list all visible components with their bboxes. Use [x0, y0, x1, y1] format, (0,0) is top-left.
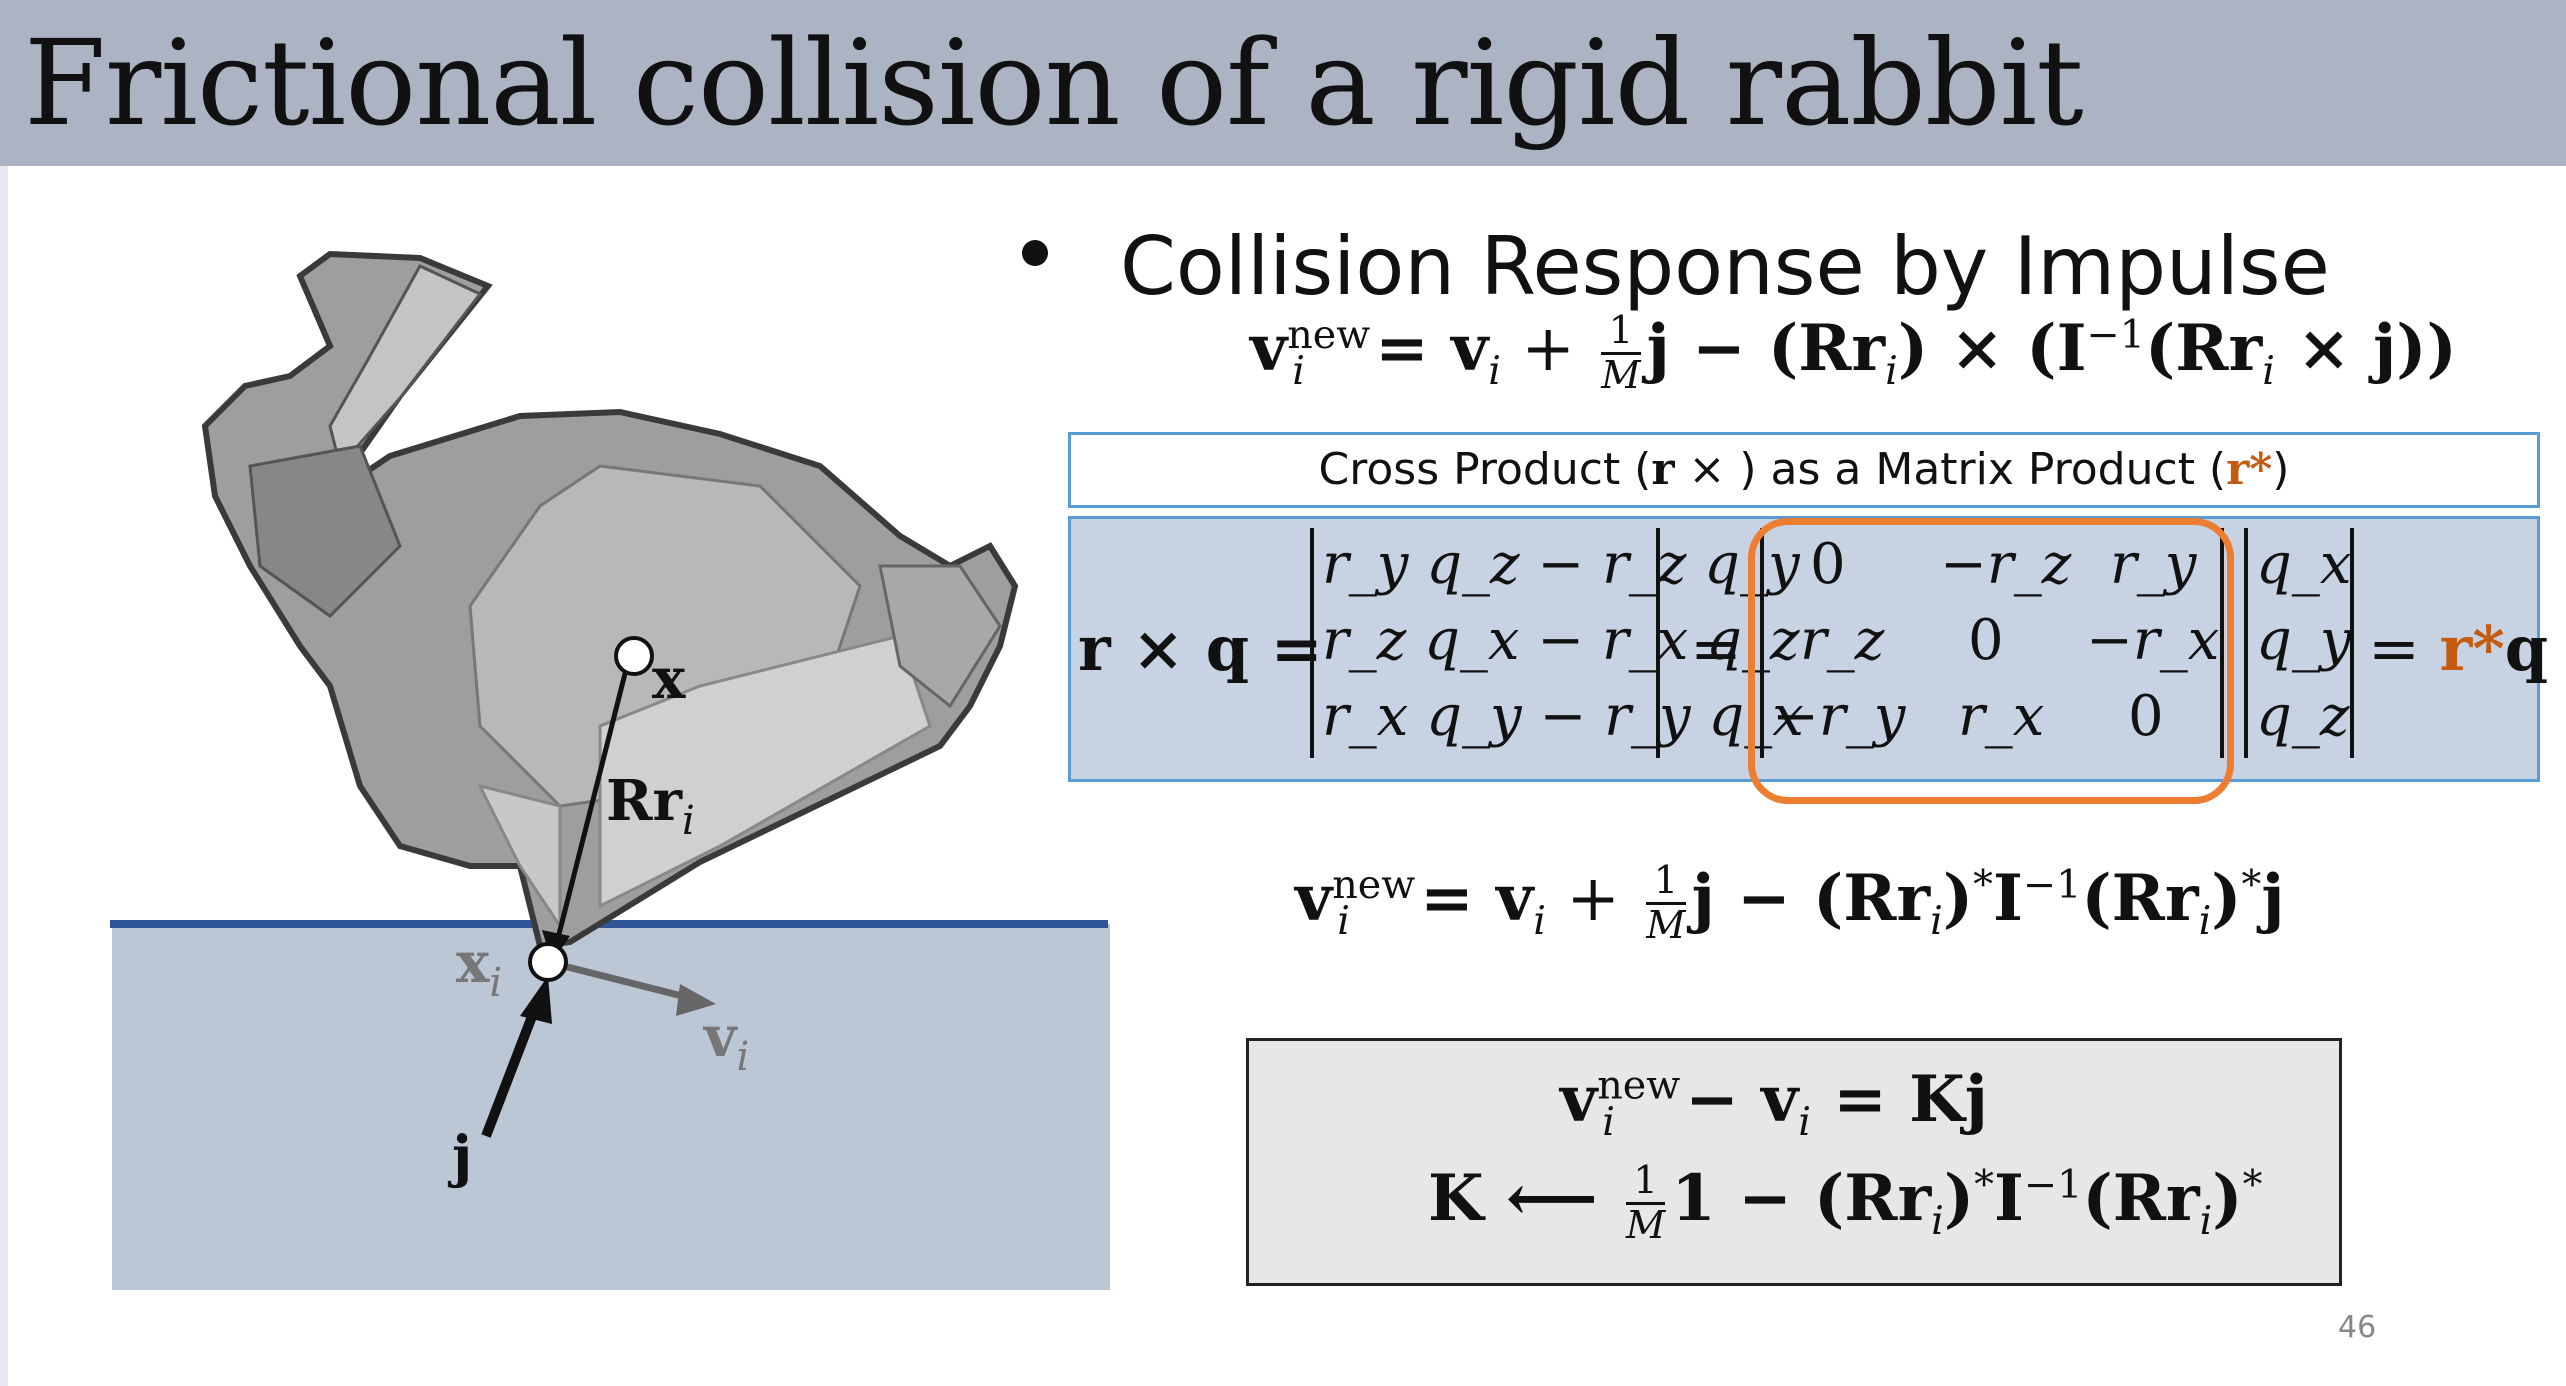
- ground-plane: [112, 924, 1110, 1290]
- equation-kj: vnewi − vi = Kj: [1560, 1062, 1988, 1145]
- contact-point: [528, 942, 568, 982]
- skew-r2c1: r_z: [1800, 608, 1885, 673]
- label-xi: xi: [456, 930, 502, 1006]
- cross-product-column-bracket: [1310, 528, 1660, 758]
- bunny-mesh: [201, 250, 1019, 950]
- cross-row-2: r_z q_x − r_x q_z: [1322, 608, 1800, 673]
- matrix-rhs: = r*q: [2368, 612, 2549, 685]
- q-row-2: q_y: [2256, 608, 2352, 673]
- center-of-mass-point: [614, 636, 654, 676]
- impulse-j-arrowhead: [520, 976, 552, 1024]
- skew-r1c2: −r_z: [1940, 532, 2072, 597]
- skew-matrix-highlight: [1748, 518, 2234, 804]
- rabbit-collision-illustration: x Rri xi vi j: [110, 250, 1110, 1290]
- skew-r1c3: r_y: [2110, 532, 2197, 597]
- skew-r1c1: 0: [1810, 532, 1846, 597]
- cross-product-caption: Cross Product (r × ) as a Matrix Product…: [1068, 432, 2540, 508]
- bullet-dot: [1022, 240, 1048, 266]
- bullet-heading: Collision Response by Impulse: [1120, 220, 2330, 313]
- impulse-j-vector: [481, 1004, 541, 1138]
- result-box: [1246, 1038, 2342, 1286]
- skew-r3c1: −r_y: [1772, 684, 1906, 749]
- rri-vector: [553, 645, 635, 947]
- page-number: 46: [2338, 1310, 2377, 1345]
- slide-title: Frictional collision of a rigid rabbit: [24, 14, 2084, 152]
- vi-vector: [547, 958, 691, 1002]
- label-x: x: [652, 646, 686, 712]
- cross-row-1: r_y q_z − r_z q_y: [1322, 532, 1800, 597]
- left-edge-strip: [0, 166, 8, 1386]
- skew-matrix-bracket: [1760, 528, 2224, 758]
- skew-r2c3: −r_x: [2086, 608, 2220, 673]
- vi-arrowhead: [676, 984, 716, 1016]
- label-rri: Rri: [606, 768, 695, 844]
- label-vi: vi: [702, 1004, 749, 1080]
- label-j: j: [447, 1124, 472, 1190]
- cross-row-3: r_x q_y − r_y q_x: [1322, 684, 1804, 749]
- q-vector-bracket: [2244, 528, 2354, 758]
- title-bar: Frictional collision of a rigid rabbit: [0, 0, 2566, 166]
- matrix-lhs: r × q =: [1078, 612, 1323, 685]
- matrix-equals: =: [1690, 612, 1742, 685]
- q-row-1: q_x: [2256, 532, 2352, 597]
- skew-r3c3: 0: [2128, 684, 2164, 749]
- q-row-3: q_z: [2256, 684, 2350, 749]
- skew-r2c2: 0: [1968, 608, 2004, 673]
- skew-r3c2: r_x: [1958, 684, 2045, 749]
